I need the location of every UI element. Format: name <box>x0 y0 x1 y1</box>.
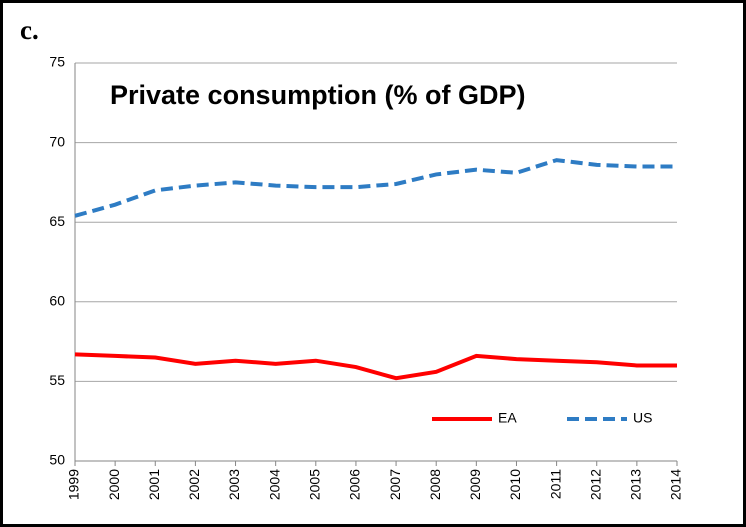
y-tick-label: 55 <box>49 372 65 388</box>
line-series <box>74 352 677 381</box>
panel-label: c. <box>20 15 39 45</box>
x-tick-label: 2012 <box>587 469 603 500</box>
x-tick-label: 2008 <box>427 469 443 500</box>
x-tick-label: 2014 <box>668 469 684 500</box>
y-tick-label: 60 <box>49 293 65 309</box>
y-tick-label: 70 <box>49 133 65 149</box>
x-tick-label: 2001 <box>146 469 162 500</box>
x-tick-label: 2003 <box>226 469 242 500</box>
x-tick-label: 2010 <box>507 469 523 500</box>
x-tick-label: 2013 <box>628 469 644 500</box>
legend-label: US <box>633 410 652 426</box>
x-tick-label: 2006 <box>347 469 363 500</box>
x-tick-label: 2011 <box>547 469 563 499</box>
line-series <box>74 158 677 218</box>
x-tick-label: 1999 <box>66 469 82 500</box>
x-tick-label: 2002 <box>186 469 202 500</box>
y-tick-label: 50 <box>49 452 65 468</box>
x-tick-label: 2004 <box>266 469 282 500</box>
x-tick-label: 2007 <box>387 469 403 500</box>
x-tick-label: 2005 <box>307 469 323 500</box>
x-tick-label: 2000 <box>106 469 122 500</box>
legend-label: EA <box>498 410 517 426</box>
y-tick-label: 75 <box>49 54 65 70</box>
chart-title: Private consumption (% of GDP) <box>110 80 526 110</box>
x-tick-label: 2009 <box>467 469 483 500</box>
y-tick-label: 65 <box>49 213 65 229</box>
